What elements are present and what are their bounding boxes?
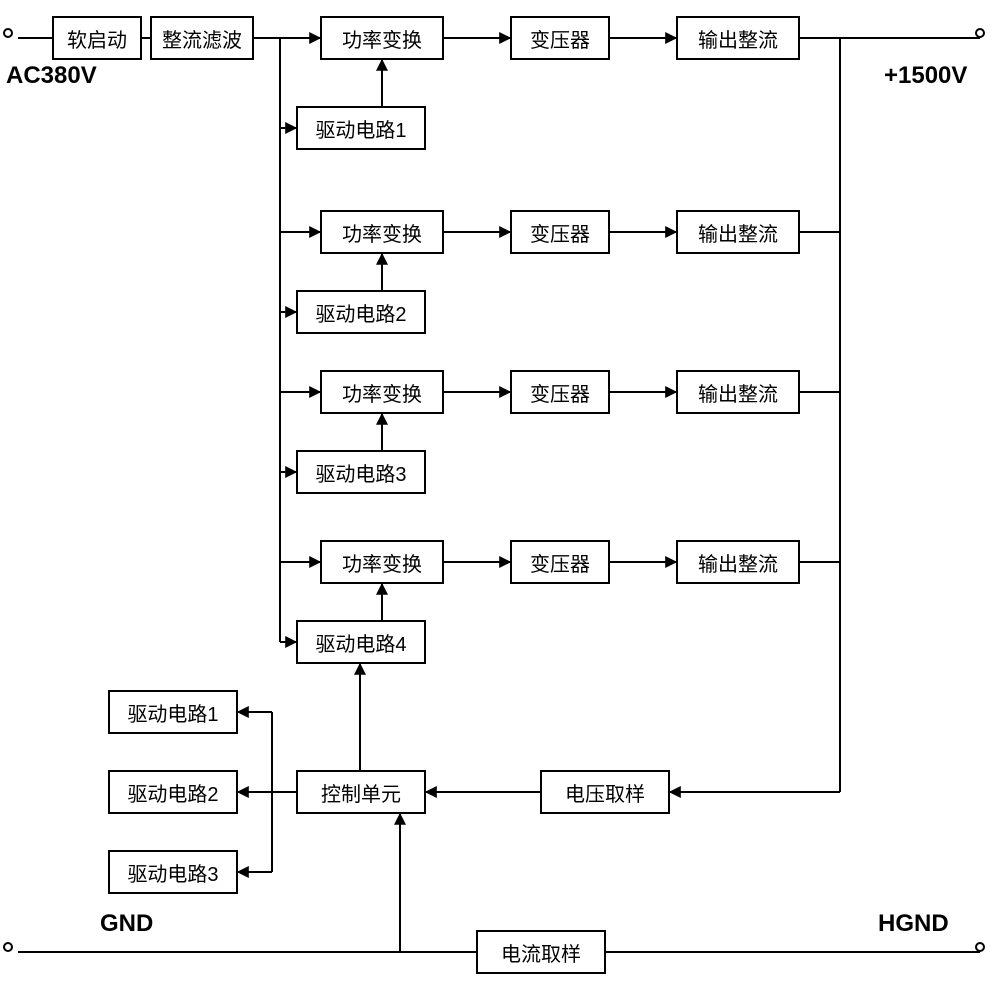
block-drv3b: 驱动电路3 [108, 850, 238, 894]
block-outrect2: 输出整流 [676, 210, 800, 254]
wiring-layer [0, 0, 1000, 990]
block-trans3: 变压器 [510, 370, 610, 414]
block-trans4: 变压器 [510, 540, 610, 584]
block-trans1: 变压器 [510, 16, 610, 60]
block-drv2a: 驱动电路2 [296, 290, 426, 334]
block-drv1a: 驱动电路1 [296, 106, 426, 150]
block-pconv2: 功率变换 [320, 210, 444, 254]
block-pconv4: 功率变换 [320, 540, 444, 584]
diagram-canvas: 软启动整流滤波功率变换变压器输出整流驱动电路1功率变换变压器输出整流驱动电路2功… [0, 0, 1000, 990]
block-rectfilter: 整流滤波 [150, 16, 254, 60]
label-plus1500v: +1500V [884, 62, 967, 90]
block-vsamp: 电压取样 [540, 770, 670, 814]
block-drv4a: 驱动电路4 [296, 620, 426, 664]
label-gnd: GND [100, 910, 153, 938]
terminal-t-out [975, 28, 985, 38]
block-drv3a: 驱动电路3 [296, 450, 426, 494]
block-trans2: 变压器 [510, 210, 610, 254]
terminal-t-ac [3, 28, 13, 38]
block-isamp: 电流取样 [476, 930, 606, 974]
block-softstart: 软启动 [52, 16, 142, 60]
label-ac380v: AC380V [6, 62, 97, 90]
label-hgnd: HGND [878, 910, 949, 938]
block-pconv1: 功率变换 [320, 16, 444, 60]
block-ctrl: 控制单元 [296, 770, 426, 814]
block-drv1b: 驱动电路1 [108, 690, 238, 734]
terminal-t-hgnd [975, 942, 985, 952]
block-outrect4: 输出整流 [676, 540, 800, 584]
block-drv2b: 驱动电路2 [108, 770, 238, 814]
block-outrect1: 输出整流 [676, 16, 800, 60]
block-outrect3: 输出整流 [676, 370, 800, 414]
terminal-t-gnd [3, 942, 13, 952]
block-pconv3: 功率变换 [320, 370, 444, 414]
